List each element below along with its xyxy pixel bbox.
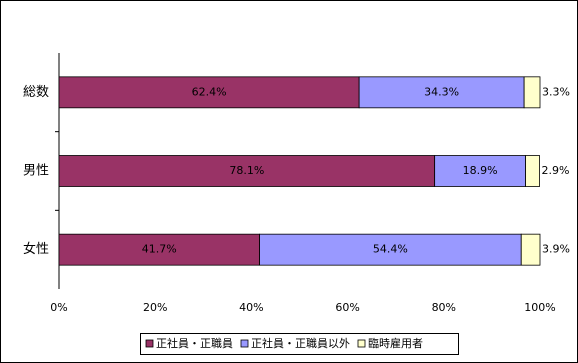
x-tick-label: 80% — [432, 301, 456, 314]
y-tick-label: 総数 — [23, 85, 49, 100]
bar-segment — [58, 155, 436, 187]
x-tick-label: 40% — [239, 301, 263, 314]
x-tick-label: 100% — [524, 301, 555, 314]
data-label: 2.9% — [542, 164, 570, 177]
data-label: 18.9% — [463, 164, 498, 177]
legend-label: 正社員・正職員以外 — [251, 336, 350, 350]
data-label: 3.9% — [542, 243, 570, 256]
legend-label: 正社員・正職員 — [156, 336, 233, 350]
x-tick-label: 60% — [335, 301, 359, 314]
legend-box — [140, 333, 459, 355]
data-label: 34.3% — [424, 85, 459, 98]
data-label: 54.4% — [373, 243, 408, 256]
y-tick-label: 女性 — [23, 241, 49, 257]
x-tick-label: 20% — [143, 301, 167, 314]
legend-label: 臨時雇用者 — [368, 336, 423, 350]
legend-swatch — [145, 339, 154, 348]
bar-segment — [259, 233, 522, 266]
y-tick-label: 男性 — [23, 164, 49, 179]
data-label: 41.7% — [142, 243, 177, 256]
data-label: 3.3% — [542, 85, 570, 98]
legend-swatch — [240, 339, 249, 348]
bar-segment — [525, 155, 540, 187]
x-tick-label: 0% — [50, 301, 67, 314]
data-label: 62.4% — [192, 85, 227, 98]
data-label: 78.1% — [229, 164, 264, 177]
bar-segment — [434, 155, 526, 187]
legend-swatch — [357, 339, 366, 348]
bar-segment — [520, 233, 541, 266]
bar-segment — [58, 233, 260, 266]
bar-segment — [523, 76, 541, 109]
